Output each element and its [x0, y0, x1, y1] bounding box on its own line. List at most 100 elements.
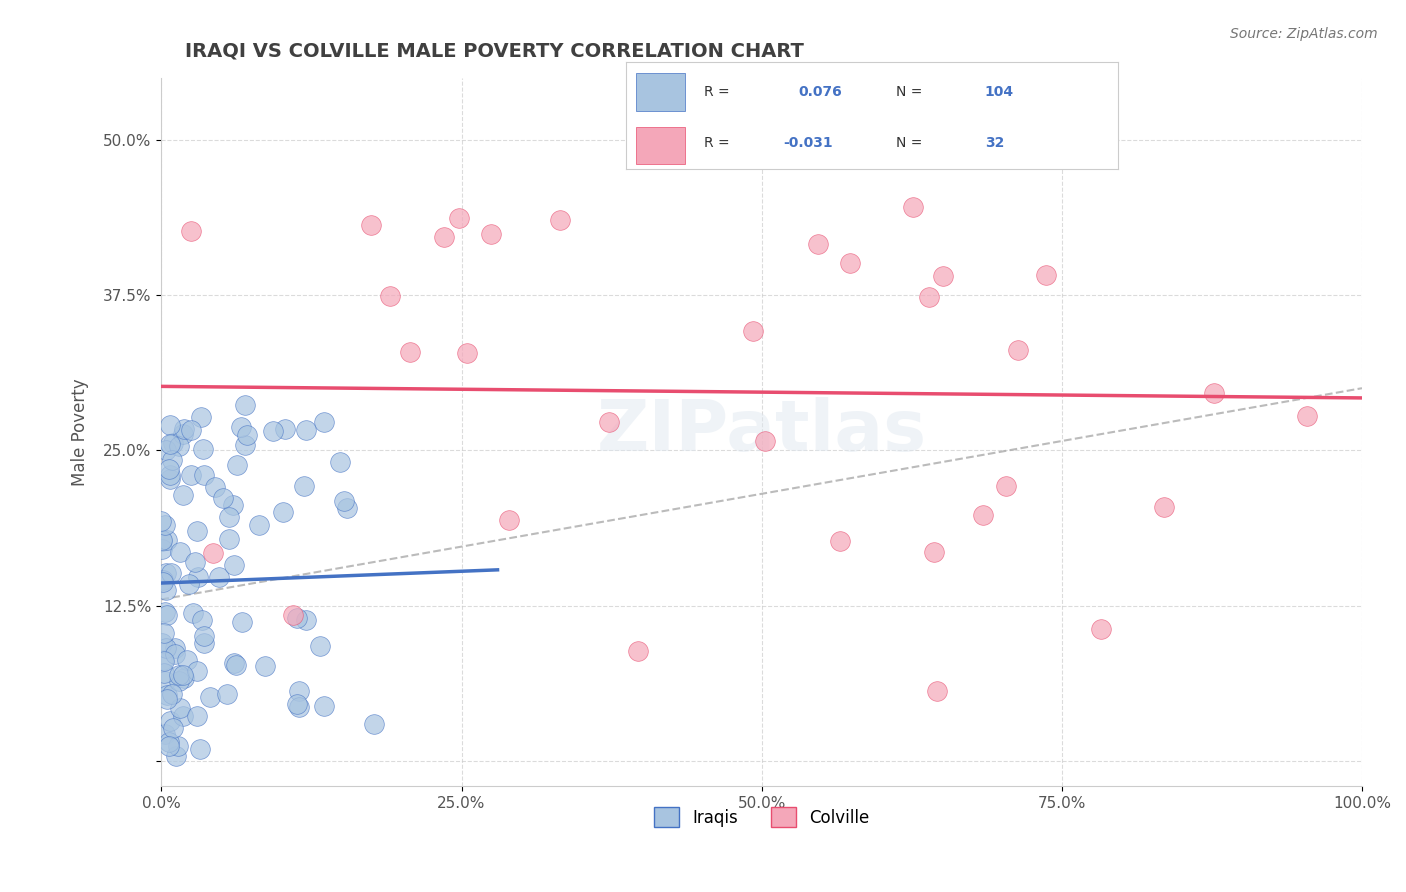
Iraqis — [193, 442, 215, 456]
Colville — [1090, 622, 1112, 636]
Iraqis — [167, 439, 190, 453]
Text: -0.031: -0.031 — [783, 136, 832, 150]
Iraqis — [153, 605, 176, 619]
Iraqis — [188, 742, 211, 756]
Iraqis — [332, 494, 354, 508]
Iraqis — [274, 422, 297, 436]
Iraqis — [198, 690, 221, 705]
Iraqis — [363, 717, 385, 731]
Iraqis — [162, 436, 184, 450]
Iraqis — [187, 570, 209, 584]
Colville — [433, 230, 456, 244]
Iraqis — [233, 398, 256, 412]
Iraqis — [152, 636, 174, 650]
Iraqis — [152, 625, 174, 640]
Colville — [742, 324, 765, 338]
Iraqis — [247, 518, 270, 533]
Iraqis — [159, 714, 181, 729]
Iraqis — [155, 582, 177, 597]
Iraqis — [152, 653, 174, 667]
Iraqis — [156, 607, 179, 622]
Iraqis — [292, 479, 315, 493]
Iraqis — [152, 573, 174, 587]
Iraqis — [186, 664, 208, 678]
Iraqis — [157, 735, 180, 749]
Text: Source: ZipAtlas.com: Source: ZipAtlas.com — [1230, 27, 1378, 41]
Iraqis — [150, 541, 173, 556]
Iraqis — [329, 454, 352, 468]
Text: R =: R = — [704, 86, 730, 99]
Colville — [922, 545, 945, 559]
Iraqis — [159, 436, 181, 450]
Iraqis — [193, 467, 215, 482]
Iraqis — [285, 698, 308, 712]
Text: N =: N = — [897, 86, 922, 99]
Legend: Iraqis, Colville: Iraqis, Colville — [647, 800, 876, 834]
Text: ZIPatlas: ZIPatlas — [596, 397, 927, 467]
Iraqis — [231, 615, 253, 629]
Iraqis — [180, 468, 202, 483]
Colville — [1296, 409, 1319, 423]
Text: R =: R = — [704, 136, 730, 150]
Iraqis — [172, 427, 194, 442]
Colville — [839, 256, 862, 270]
Iraqis — [157, 739, 180, 753]
Iraqis — [157, 462, 180, 476]
Iraqis — [190, 409, 212, 424]
Iraqis — [225, 658, 247, 673]
Iraqis — [155, 673, 177, 688]
Iraqis — [312, 699, 335, 714]
Text: 0.076: 0.076 — [799, 86, 842, 99]
Colville — [456, 346, 478, 360]
Iraqis — [236, 427, 259, 442]
Iraqis — [169, 700, 191, 714]
Colville — [995, 479, 1018, 493]
Iraqis — [271, 505, 294, 519]
Colville — [754, 434, 776, 449]
Iraqis — [288, 699, 311, 714]
Iraqis — [222, 558, 245, 573]
Iraqis — [150, 533, 173, 548]
FancyBboxPatch shape — [636, 73, 685, 111]
Colville — [498, 513, 520, 527]
Iraqis — [172, 488, 194, 502]
Iraqis — [152, 533, 174, 548]
Colville — [479, 227, 502, 241]
Colville — [932, 268, 955, 283]
Iraqis — [204, 480, 226, 494]
Iraqis — [159, 468, 181, 483]
Text: IRAQI VS COLVILLE MALE POVERTY CORRELATION CHART: IRAQI VS COLVILLE MALE POVERTY CORRELATI… — [186, 42, 804, 61]
Iraqis — [173, 671, 195, 685]
Colville — [1035, 268, 1057, 282]
Iraqis — [208, 570, 231, 584]
Iraqis — [193, 635, 215, 649]
Iraqis — [160, 687, 183, 701]
Iraqis — [181, 606, 204, 620]
Colville — [1153, 500, 1175, 515]
Iraqis — [156, 692, 179, 706]
Iraqis — [155, 533, 177, 548]
Iraqis — [150, 514, 173, 528]
Iraqis — [218, 509, 240, 524]
Iraqis — [155, 726, 177, 740]
Iraqis — [235, 437, 257, 451]
Iraqis — [222, 656, 245, 670]
Y-axis label: Male Poverty: Male Poverty — [72, 378, 89, 485]
Iraqis — [211, 491, 233, 505]
Colville — [550, 213, 572, 227]
Iraqis — [152, 575, 174, 590]
Colville — [807, 237, 830, 252]
Iraqis — [153, 654, 176, 668]
Iraqis — [312, 415, 335, 429]
Iraqis — [222, 498, 245, 512]
Colville — [1202, 386, 1225, 401]
Iraqis — [172, 709, 194, 723]
Iraqis — [155, 442, 177, 457]
Iraqis — [159, 417, 181, 432]
Iraqis — [336, 501, 359, 516]
Iraqis — [167, 673, 190, 688]
Colville — [1007, 343, 1029, 357]
Colville — [360, 218, 382, 232]
Colville — [901, 200, 924, 214]
Colville — [447, 211, 470, 226]
